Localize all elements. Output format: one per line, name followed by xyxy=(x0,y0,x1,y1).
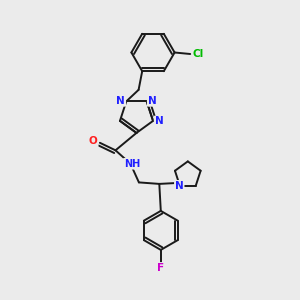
Text: Cl: Cl xyxy=(193,49,204,59)
Text: N: N xyxy=(155,116,164,127)
Text: N: N xyxy=(148,96,157,106)
Text: F: F xyxy=(157,263,164,273)
Text: NH: NH xyxy=(124,159,140,169)
Text: O: O xyxy=(89,136,98,146)
Text: N: N xyxy=(116,96,125,106)
Text: N: N xyxy=(175,181,184,191)
